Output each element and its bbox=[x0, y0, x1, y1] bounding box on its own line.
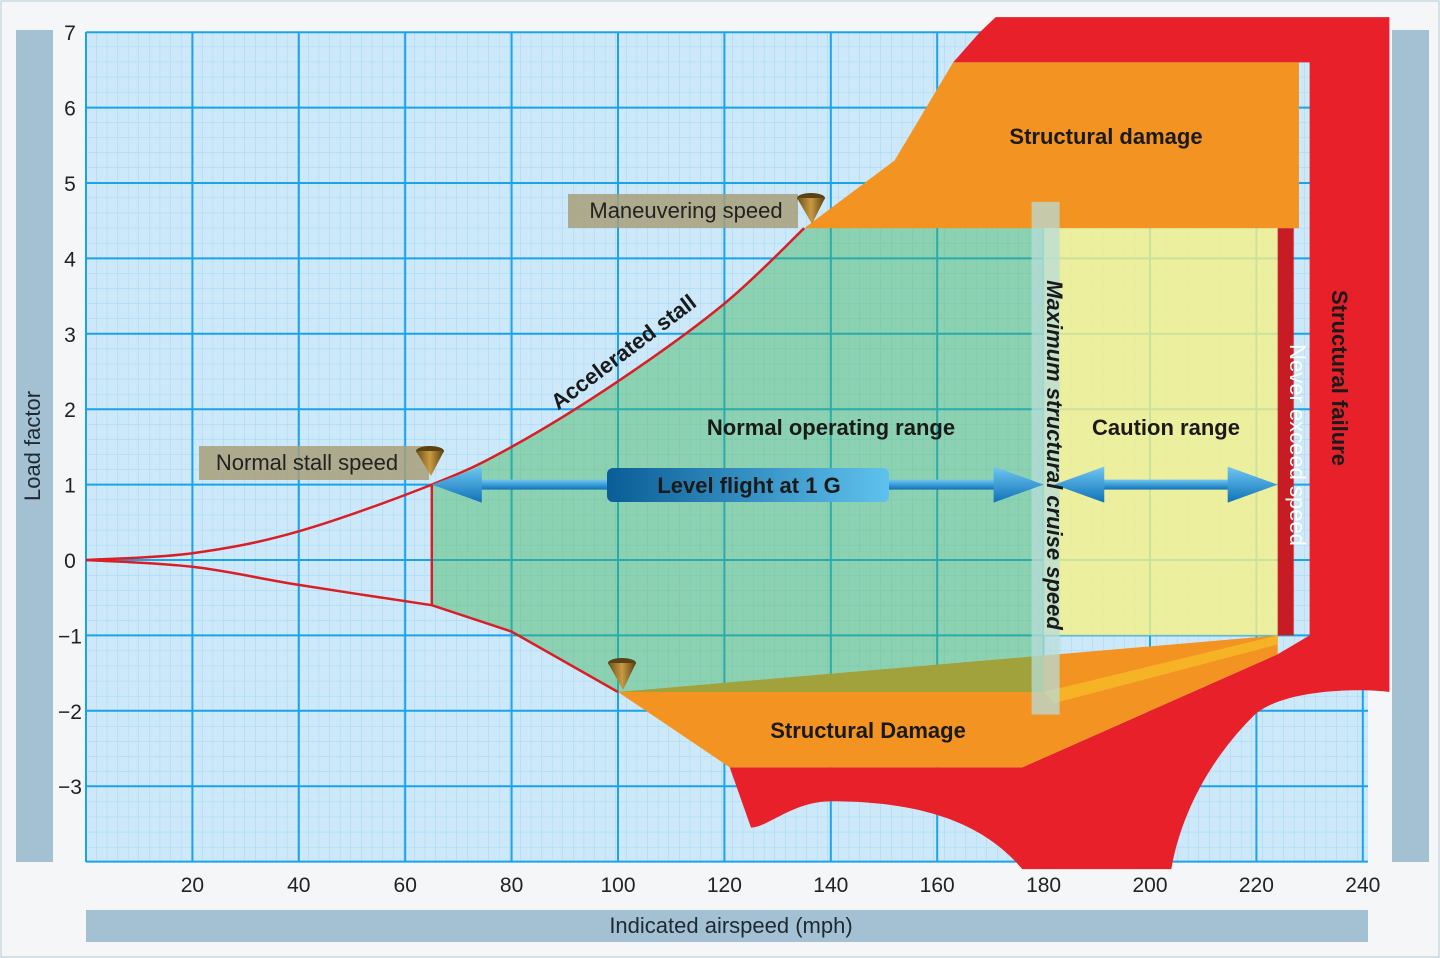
x-tick-label: 140 bbox=[813, 874, 848, 897]
x-tick-label: 240 bbox=[1345, 874, 1380, 897]
caution-range-arrow bbox=[1054, 466, 1278, 503]
x-tick-label: 60 bbox=[394, 874, 417, 897]
y-tick-label: −1 bbox=[58, 625, 82, 648]
structural-failure-label: Structural failure bbox=[1327, 290, 1352, 466]
y-tick-label: 2 bbox=[64, 399, 76, 422]
structural-damage-region-bottom bbox=[618, 635, 1278, 768]
structural-damage-top-label: Structural damage bbox=[1009, 124, 1202, 149]
maneuvering-speed-cone-icon bbox=[797, 193, 825, 224]
y-tick-label: 6 bbox=[64, 98, 76, 121]
maneuvering-speed-label: Maneuvering speed bbox=[589, 198, 782, 223]
x-tick-label: 100 bbox=[600, 874, 635, 897]
y-tick-label: −2 bbox=[58, 701, 82, 724]
structural-damage-bottom-label: Structural Damage bbox=[770, 718, 966, 743]
negative-stall-curve bbox=[85, 558, 619, 694]
x-axis-ticks: 20 40 60 80 100 120 140 160 180 200 220 240 bbox=[181, 874, 1381, 897]
max-structural-cruise-label: Maximum structural cruise speed bbox=[1042, 280, 1067, 630]
level-flight-box bbox=[607, 468, 889, 502]
x-tick-label: 20 bbox=[181, 874, 204, 897]
caution-range-label: Caution range bbox=[1092, 415, 1240, 440]
normal-operating-region bbox=[431, 228, 1044, 692]
y-tick-label: 1 bbox=[64, 475, 76, 498]
x-tick-label: 200 bbox=[1132, 874, 1167, 897]
never-exceed-label: Never exceed speed bbox=[1285, 344, 1310, 546]
maneuvering-speed-callout bbox=[568, 194, 798, 228]
x-axis-title: Indicated airspeed (mph) bbox=[609, 913, 852, 938]
normal-stall-speed-callout bbox=[199, 446, 429, 480]
right-frame-bar bbox=[1392, 30, 1429, 862]
y-tick-label: 4 bbox=[64, 248, 76, 271]
x-tick-label: 40 bbox=[287, 874, 310, 897]
left-frame-bar bbox=[16, 30, 53, 862]
y-axis-ticks: 7 6 5 4 3 2 1 0 −1 −2 −3 bbox=[58, 22, 82, 799]
structural-damage-region-top bbox=[804, 62, 1299, 229]
stall-speed-cone-icon bbox=[416, 446, 444, 476]
normal-stall-speed-label: Normal stall speed bbox=[216, 450, 398, 475]
negative-stall-cone-icon bbox=[608, 658, 636, 690]
x-tick-label: 160 bbox=[920, 874, 955, 897]
x-title-bar bbox=[86, 910, 1368, 942]
y-tick-label: 0 bbox=[64, 550, 76, 573]
caution-edge-wedge bbox=[1043, 635, 1278, 704]
accelerated-stall-curve bbox=[85, 227, 806, 562]
caution-region bbox=[1043, 228, 1278, 636]
y-tick-label: −3 bbox=[58, 776, 82, 799]
y-tick-label: 7 bbox=[64, 22, 76, 45]
normal-operating-label: Normal operating range bbox=[707, 415, 955, 440]
y-axis-title: Load factor bbox=[20, 391, 45, 501]
level-flight-label: Level flight at 1 G bbox=[657, 473, 840, 498]
max-structural-cruise-band bbox=[1031, 201, 1060, 715]
x-tick-label: 220 bbox=[1239, 874, 1274, 897]
structural-failure-region bbox=[729, 17, 1390, 870]
x-tick-label: 120 bbox=[707, 874, 742, 897]
x-tick-label: 180 bbox=[1026, 874, 1061, 897]
never-exceed-band bbox=[1277, 228, 1294, 636]
y-tick-label: 5 bbox=[64, 173, 76, 196]
x-tick-label: 80 bbox=[500, 874, 523, 897]
y-tick-label: 3 bbox=[64, 324, 76, 347]
